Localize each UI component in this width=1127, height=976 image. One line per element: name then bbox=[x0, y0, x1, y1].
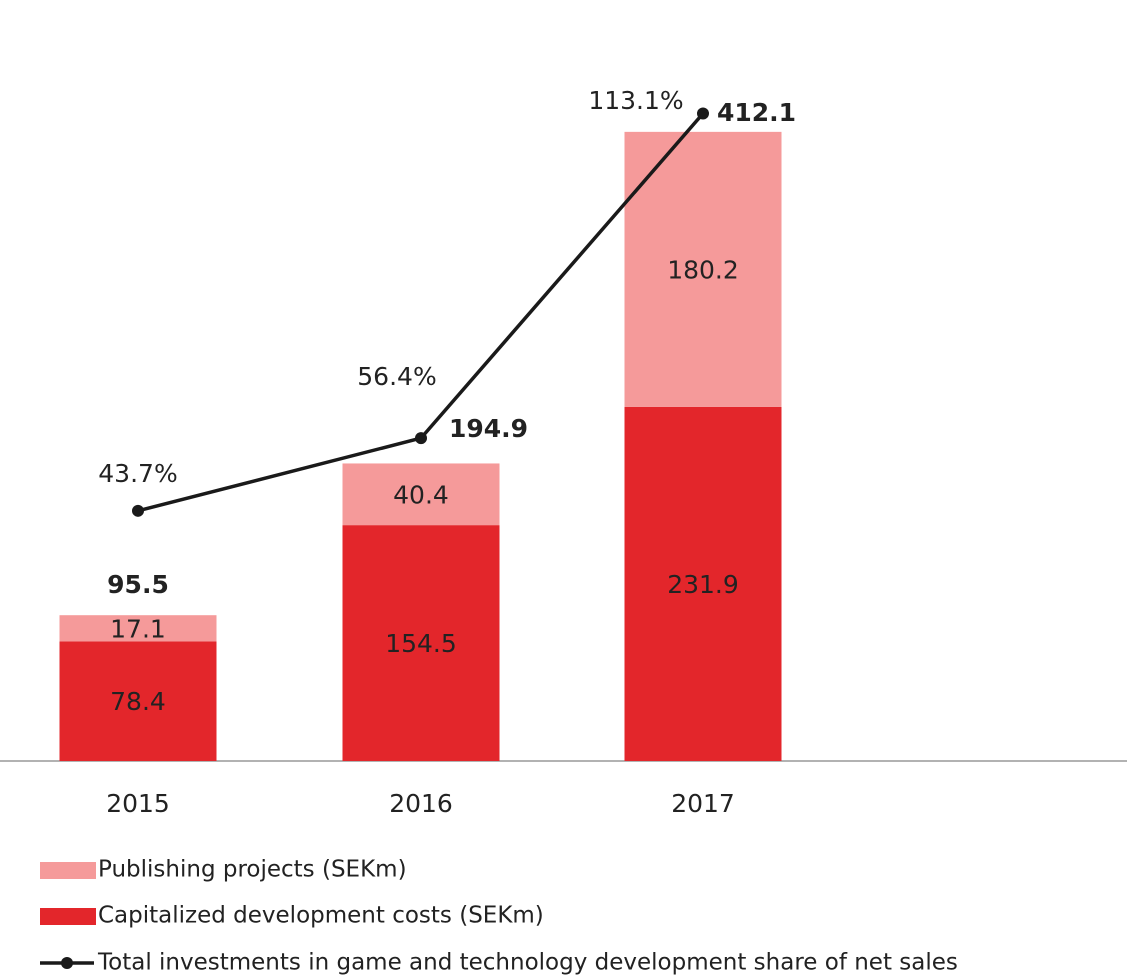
x-tick-label: 2016 bbox=[389, 789, 453, 818]
bar-segment bbox=[342, 525, 500, 761]
line-point bbox=[697, 107, 709, 120]
data-label: 56.4% bbox=[357, 362, 436, 391]
data-label: 78.4 bbox=[110, 687, 166, 716]
line-point bbox=[415, 432, 427, 445]
line-point bbox=[132, 504, 144, 517]
data-label: 113.1% bbox=[588, 86, 683, 115]
bar-segment bbox=[624, 406, 782, 761]
bar-segment bbox=[59, 615, 217, 642]
data-label: 231.9 bbox=[667, 570, 739, 599]
line bbox=[137, 112, 705, 513]
bar-segment bbox=[59, 641, 217, 761]
total-label: 95.5 bbox=[107, 570, 169, 599]
legend-swatch bbox=[40, 862, 96, 879]
legend-label: Publishing projects (SEKm) bbox=[98, 857, 407, 883]
legend-swatch bbox=[40, 908, 96, 925]
total-label: 412.1 bbox=[717, 98, 796, 127]
legend-label: Capitalized development costs (SEKm) bbox=[98, 903, 544, 929]
data-label: 40.4 bbox=[393, 480, 449, 509]
data-label: 17.1 bbox=[110, 614, 166, 643]
x-tick-label: 2015 bbox=[106, 789, 170, 818]
bar-segment bbox=[342, 463, 500, 526]
data-label: 180.2 bbox=[667, 255, 739, 284]
bar-segment bbox=[624, 131, 782, 407]
legend-label: Total investments in game and technology… bbox=[97, 950, 958, 976]
x-tick-label: 2017 bbox=[671, 789, 735, 818]
data-label: 154.5 bbox=[385, 629, 457, 658]
total-label: 194.9 bbox=[449, 414, 528, 443]
data-label: 43.7% bbox=[98, 459, 177, 488]
legend-swatch bbox=[61, 957, 73, 969]
